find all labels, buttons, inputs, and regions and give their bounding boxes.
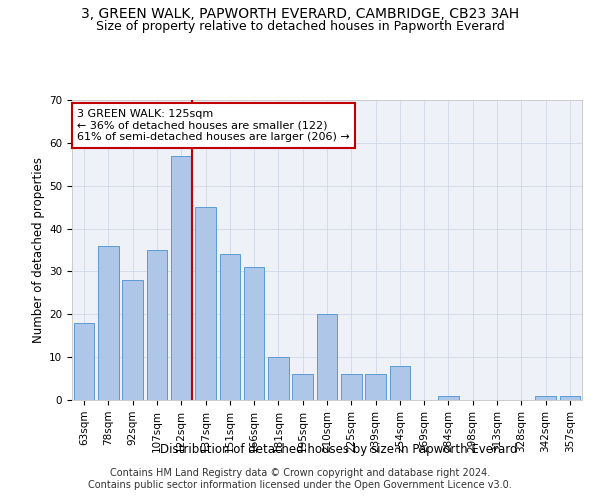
Bar <box>365 374 386 400</box>
Bar <box>268 357 289 400</box>
Bar <box>317 314 337 400</box>
Bar <box>438 396 459 400</box>
Bar <box>220 254 240 400</box>
Bar <box>560 396 580 400</box>
Bar <box>74 323 94 400</box>
Text: 3, GREEN WALK, PAPWORTH EVERARD, CAMBRIDGE, CB23 3AH: 3, GREEN WALK, PAPWORTH EVERARD, CAMBRID… <box>81 8 519 22</box>
Bar <box>146 250 167 400</box>
Bar <box>292 374 313 400</box>
Text: Distribution of detached houses by size in Papworth Everard: Distribution of detached houses by size … <box>160 442 518 456</box>
Bar <box>98 246 119 400</box>
Bar <box>389 366 410 400</box>
Bar <box>122 280 143 400</box>
Text: 3 GREEN WALK: 125sqm
← 36% of detached houses are smaller (122)
61% of semi-deta: 3 GREEN WALK: 125sqm ← 36% of detached h… <box>77 109 350 142</box>
Bar <box>535 396 556 400</box>
Y-axis label: Number of detached properties: Number of detached properties <box>32 157 45 343</box>
Bar <box>244 267 265 400</box>
Text: Contains HM Land Registry data © Crown copyright and database right 2024.: Contains HM Land Registry data © Crown c… <box>110 468 490 477</box>
Text: Size of property relative to detached houses in Papworth Everard: Size of property relative to detached ho… <box>95 20 505 33</box>
Bar <box>195 207 216 400</box>
Bar <box>171 156 191 400</box>
Bar <box>341 374 362 400</box>
Text: Contains public sector information licensed under the Open Government Licence v3: Contains public sector information licen… <box>88 480 512 490</box>
